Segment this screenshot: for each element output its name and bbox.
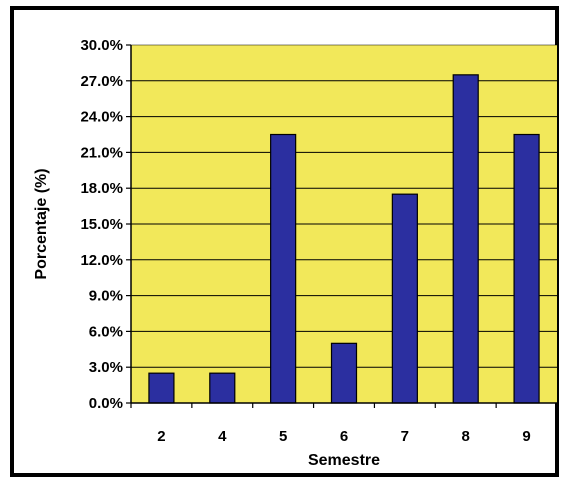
bar-semestre-6 — [330, 342, 358, 404]
bar-semestre-7 — [391, 193, 418, 404]
x-tick-label: 5 — [279, 428, 287, 445]
gridlines — [131, 44, 557, 368]
x-tick-label: 2 — [157, 428, 165, 445]
x-tick-label: 7 — [401, 428, 409, 445]
bar-semestre-2 — [148, 372, 175, 404]
x-tick-label: 9 — [522, 428, 530, 445]
bar-semestre-4 — [209, 372, 236, 404]
y-tick-label: 30.0% — [80, 37, 123, 54]
y-tick-labels: 0.0% 3.0% 6.0% 9.0% 12.0% 15.0% 18.0% 21.0% 24.0… — [80, 37, 131, 412]
y-tick-label: 9.0% — [89, 288, 123, 305]
y-tick-label: 3.0% — [89, 359, 123, 376]
x-tick-label: 4 — [218, 428, 227, 445]
y-tick-label: 27.0% — [80, 73, 123, 90]
bar-semestre-8 — [452, 74, 479, 404]
y-tick-label: 21.0% — [80, 144, 123, 161]
bar-semestre-5 — [270, 133, 297, 404]
x-tick-labels: 2 4 5 6 7 8 9 — [130, 403, 531, 445]
y-tick-label: 6.0% — [89, 323, 123, 340]
x-tick-label: 6 — [340, 428, 348, 445]
y-tick-label: 24.0% — [80, 109, 123, 126]
y-axis-title: Porcentaje (%) — [33, 168, 50, 279]
y-tick-label: 0.0% — [89, 395, 123, 412]
y-tick-label: 15.0% — [80, 216, 123, 233]
x-axis-title: Semestre — [308, 452, 380, 469]
y-tick-label: 12.0% — [80, 252, 123, 269]
y-tick-label: 18.0% — [80, 180, 123, 197]
x-tick-label: 8 — [462, 428, 470, 445]
bar-semestre-9 — [513, 133, 540, 404]
